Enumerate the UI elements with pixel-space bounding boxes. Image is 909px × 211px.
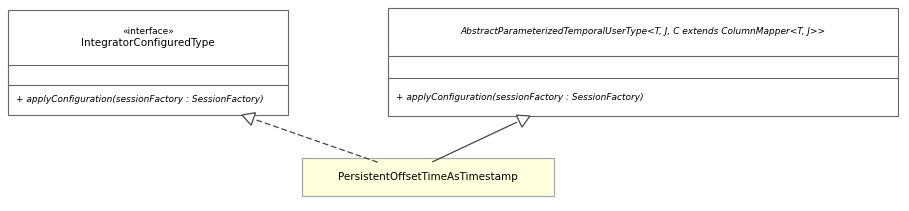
Polygon shape — [516, 115, 530, 127]
Bar — [302, 158, 554, 196]
Text: PersistentOffsetTimeAsTimestamp: PersistentOffsetTimeAsTimestamp — [338, 172, 518, 182]
Bar — [388, 8, 898, 116]
Text: + applyConfiguration(sessionFactory : SessionFactory): + applyConfiguration(sessionFactory : Se… — [16, 96, 264, 104]
Text: IntegratorConfiguredType: IntegratorConfiguredType — [81, 38, 215, 49]
Text: + applyConfiguration(sessionFactory : SessionFactory): + applyConfiguration(sessionFactory : Se… — [396, 92, 644, 101]
Text: «interface»: «interface» — [122, 27, 174, 36]
Bar — [8, 10, 288, 115]
Polygon shape — [242, 113, 255, 125]
Text: AbstractParameterizedTemporalUserType<T, J, C extends ColumnMapper<T, J>>: AbstractParameterizedTemporalUserType<T,… — [461, 27, 825, 37]
